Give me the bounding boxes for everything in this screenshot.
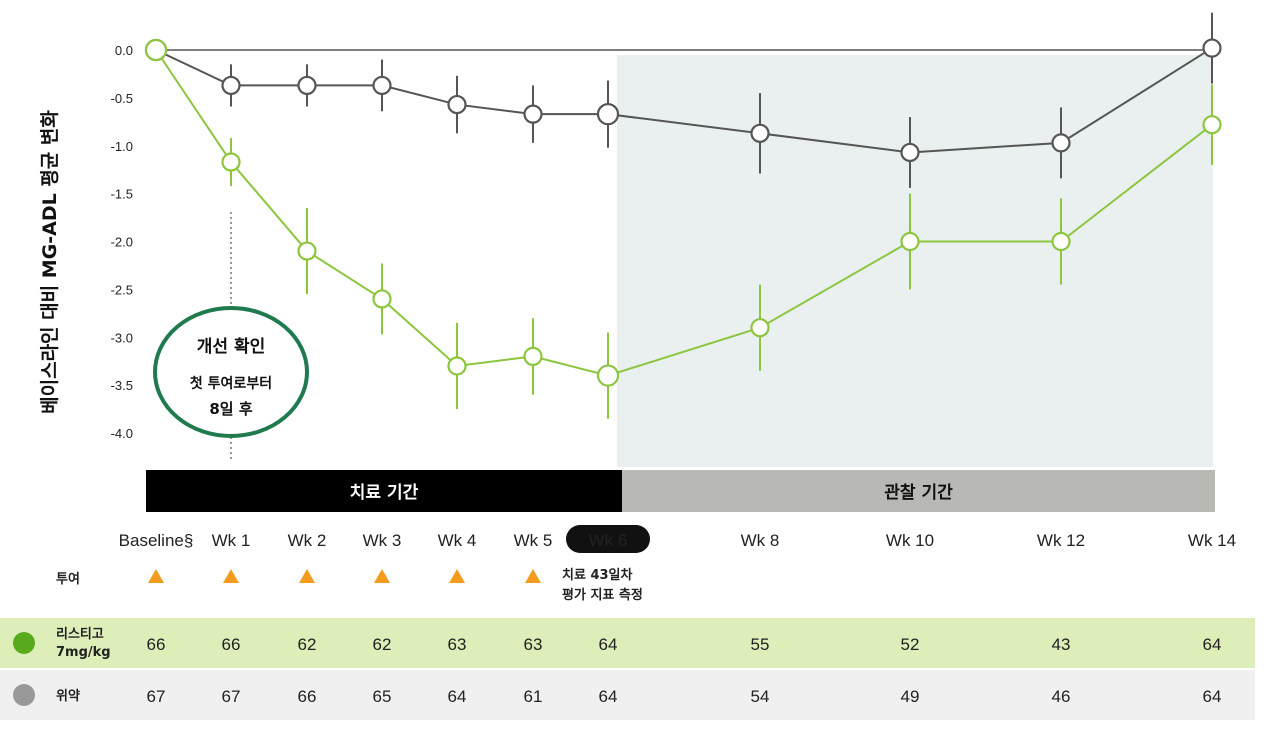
data-point — [1202, 38, 1222, 58]
callout-title: 개선 확인 — [197, 337, 265, 357]
data-point — [447, 94, 467, 115]
x-tick-label: Wk 8 — [741, 531, 780, 550]
y-tick-label: -0.5 — [111, 91, 133, 106]
dosing-row: 투여 치료 43일차 평가 지표 측정 — [56, 567, 643, 603]
data-point — [523, 346, 543, 366]
data-point — [221, 152, 241, 172]
dosing-note-line1: 치료 43일차 — [562, 567, 632, 583]
x-tick-label: Wk 4 — [438, 531, 477, 550]
table-cell: 64 — [599, 635, 618, 654]
dosing-marker — [449, 569, 465, 583]
table-row-label-line1: 리스티고 — [56, 626, 104, 642]
x-tick-label: Wk 3 — [363, 531, 402, 550]
data-point — [750, 318, 770, 338]
observation-period-shade — [617, 55, 1213, 467]
x-tick-label: Baseline§ — [119, 531, 194, 550]
y-tick-label: -3.5 — [111, 378, 133, 393]
table-row-legend-dot — [13, 684, 35, 706]
table-cell: 66 — [147, 635, 166, 654]
x-tick-label: Wk 6 — [589, 531, 628, 550]
y-tick-label: -1.5 — [111, 187, 133, 202]
data-point — [372, 75, 392, 96]
table-cell: 67 — [147, 687, 166, 706]
y-tick-label: -4.0 — [111, 426, 133, 441]
table-cell: 43 — [1052, 635, 1071, 654]
treatment-period-band — [146, 470, 622, 512]
table-cell: 64 — [448, 687, 467, 706]
dosing-marker — [374, 569, 390, 583]
table-cell: 62 — [298, 635, 317, 654]
x-tick-label: Wk 14 — [1188, 531, 1236, 550]
table-cell: 62 — [373, 635, 392, 654]
patient-count-table: 리스티고 7mg/kg 66 66 62 62 63 63 64 55 52 43 64 위약 67 67 66… — [0, 618, 1255, 720]
data-point — [372, 289, 392, 309]
x-tick-label: Wk 2 — [288, 531, 327, 550]
dosing-marker — [148, 569, 164, 583]
x-tick-label: Wk 1 — [212, 531, 251, 550]
data-point — [596, 364, 620, 387]
callout-line1: 첫 투여로부터 — [190, 375, 272, 392]
table-row-bg — [0, 670, 1255, 720]
y-axis-label: 베이스라인 대비 MG-ADL 평균 변화 — [39, 110, 61, 414]
dosing-marker — [525, 569, 541, 583]
observation-period-band — [622, 470, 1215, 512]
period-bands: 치료 기간 관찰 기간 — [146, 470, 1215, 512]
y-tick-labels: 0.0 -0.5 -1.0 -1.5 -2.0 -2.5 -3.0 -3.5 -4.0 — [111, 43, 133, 441]
table-cell: 66 — [298, 687, 317, 706]
table-row-label-line1: 위약 — [56, 688, 80, 704]
series-layer — [144, 12, 1222, 419]
data-point — [1051, 231, 1071, 252]
table-cell: 66 — [222, 635, 241, 654]
y-tick-label: -2.0 — [111, 235, 133, 250]
data-point — [750, 123, 770, 143]
data-point — [297, 75, 317, 96]
table-cell: 64 — [599, 687, 618, 706]
table-cell: 52 — [901, 635, 920, 654]
x-tick-labels: Baseline§ Wk 1 Wk 2 Wk 3 Wk 4 Wk 5 Wk 6 Wk 8 Wk … — [119, 525, 1236, 553]
x-tick-label: Wk 5 — [514, 531, 553, 550]
dosing-label: 투여 — [56, 571, 80, 587]
data-point — [144, 38, 168, 62]
y-tick-label: -1.0 — [111, 139, 133, 154]
data-point — [523, 104, 543, 124]
y-tick-label: -2.5 — [111, 282, 133, 297]
highlight-tick-pill — [566, 525, 650, 553]
data-point — [221, 75, 241, 96]
callout-ring — [153, 306, 309, 438]
dosing-marker — [299, 569, 315, 583]
data-point — [297, 241, 317, 261]
table-cell: 49 — [901, 687, 920, 706]
table-row-legend-dot — [13, 632, 35, 654]
data-point — [1202, 115, 1222, 135]
table-cell: 64 — [1203, 687, 1222, 706]
x-tick-label: Wk 10 — [886, 531, 934, 550]
table-cell: 46 — [1052, 687, 1071, 706]
data-point — [900, 142, 920, 163]
dosing-marker — [223, 569, 239, 583]
period-band-label: 치료 기간 — [350, 483, 419, 503]
y-tick-label: 0.0 — [115, 43, 133, 58]
table-cell: 63 — [448, 635, 467, 654]
table-cell: 61 — [524, 687, 543, 706]
x-tick-label: Wk 12 — [1037, 531, 1085, 550]
series-drug — [144, 38, 1222, 419]
table-row-label-line2: 7mg/kg — [56, 645, 111, 660]
callout-line2: 8일 후 — [209, 400, 252, 418]
period-band-label: 관찰 기간 — [884, 483, 953, 503]
data-point — [596, 103, 620, 126]
y-tick-label: -3.0 — [111, 330, 133, 345]
table-cell: 55 — [751, 635, 770, 654]
dosing-note-line2: 평가 지표 측정 — [562, 587, 643, 603]
table-cell: 65 — [373, 687, 392, 706]
table-cell: 63 — [524, 635, 543, 654]
data-point — [1051, 133, 1071, 153]
table-cell: 54 — [751, 687, 770, 706]
data-point — [447, 356, 467, 376]
improvement-callout: 개선 확인 첫 투여로부터 8일 후 — [153, 306, 309, 438]
table-row-bg — [0, 618, 1255, 668]
data-point — [900, 231, 920, 252]
table-cell: 64 — [1203, 635, 1222, 654]
table-cell: 67 — [222, 687, 241, 706]
